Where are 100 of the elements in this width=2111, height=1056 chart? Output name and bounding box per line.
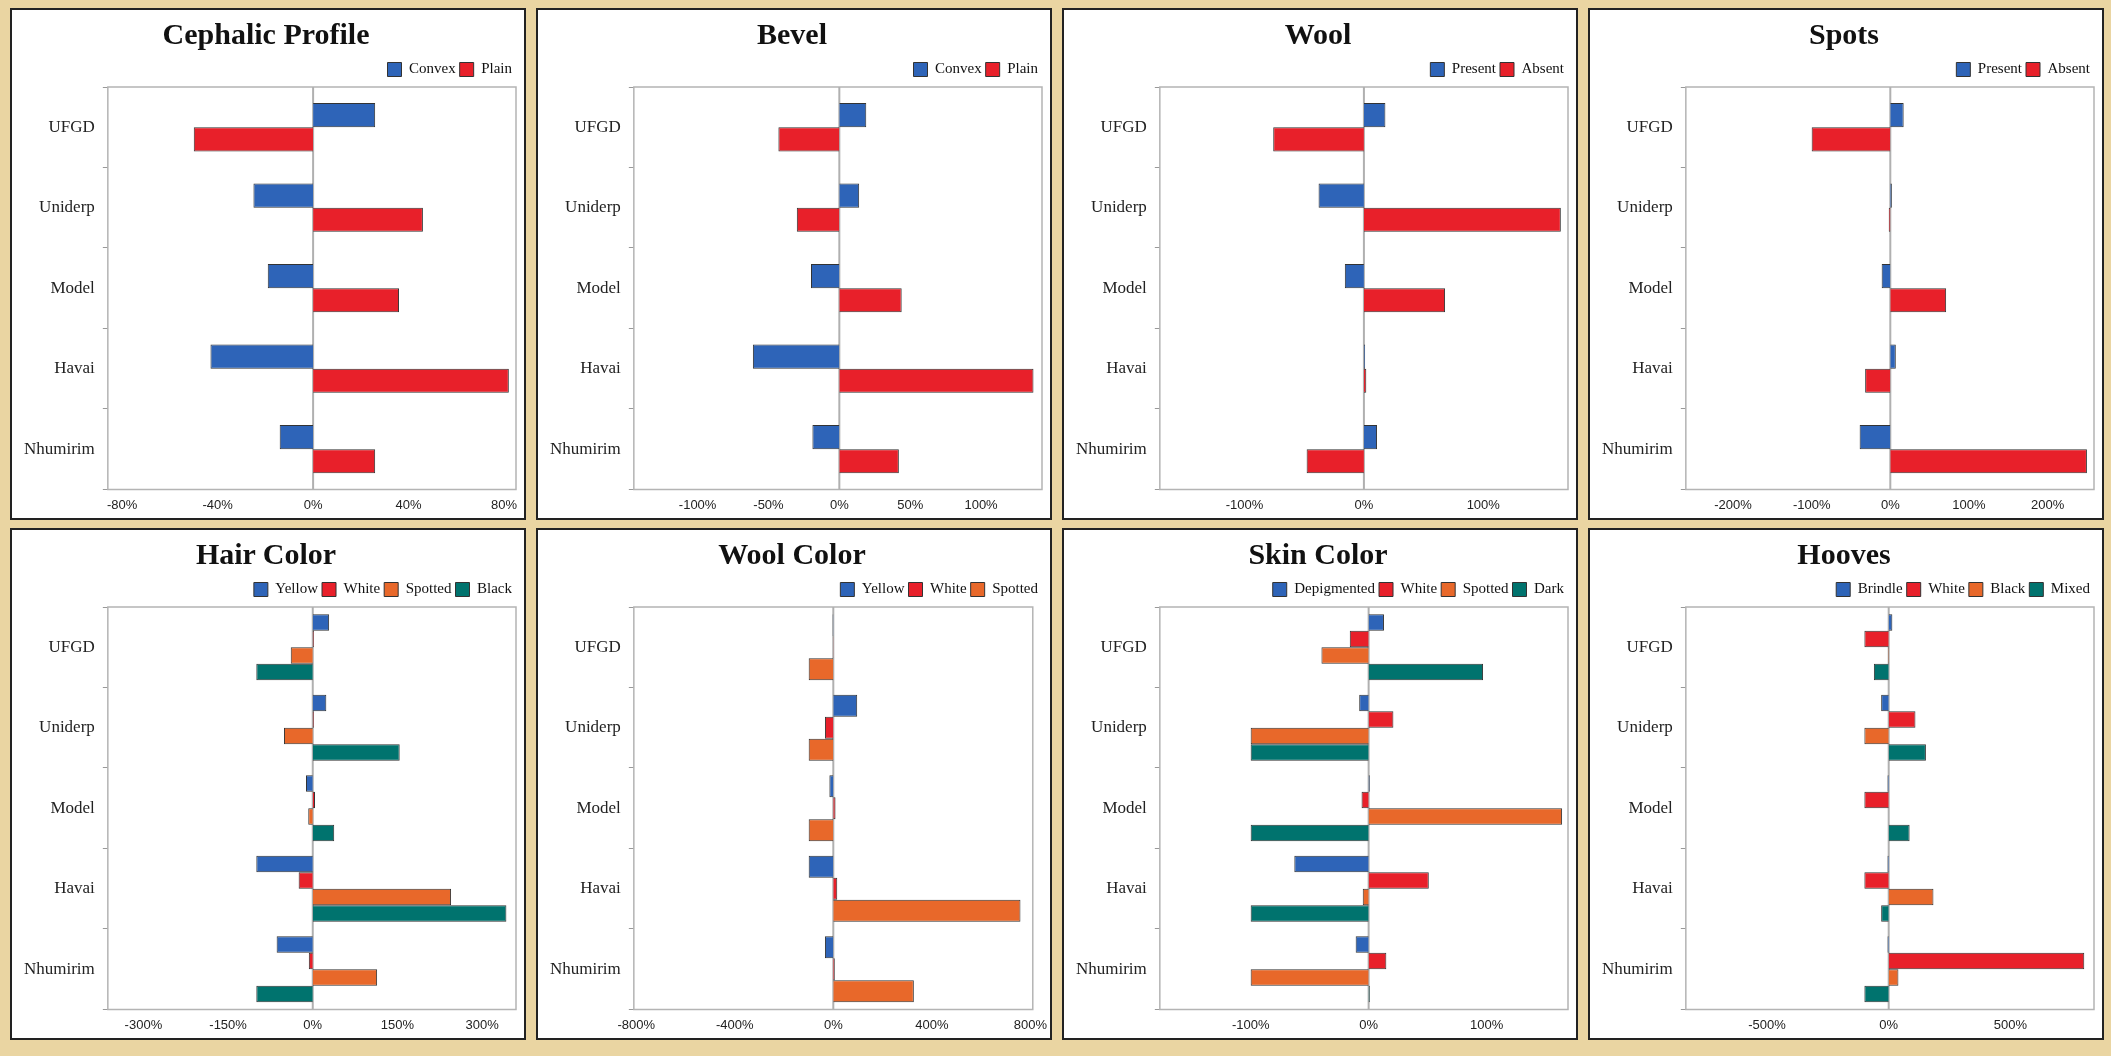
y-tick-label: Havai <box>580 358 622 378</box>
x-tick-label: -400% <box>716 1016 755 1032</box>
y-tick-label: Havai <box>1632 358 1674 378</box>
y-tick-label: Model <box>50 277 96 297</box>
x-tick-label: 0% <box>829 496 850 512</box>
x-tick-label: 0% <box>1354 496 1374 512</box>
legend-label: Absent <box>2047 60 2091 77</box>
legend-label: Spotted <box>405 580 453 597</box>
y-tick-label: UFGD <box>1626 636 1673 656</box>
legend-label: Absent <box>1521 60 1565 77</box>
x-tick-label: -150% <box>209 1016 248 1032</box>
x-tick-label: 0% <box>1880 496 1901 512</box>
chart-title: Hair Color <box>195 536 337 570</box>
x-tick-label: 200% <box>2030 496 2065 512</box>
x-tick-label: 100% <box>1952 496 1987 512</box>
x-tick-label: 300% <box>465 1016 500 1032</box>
y-tick-label: Havai <box>1106 878 1148 898</box>
y-tick-label: Uniderp <box>39 197 95 217</box>
legend-label: Present <box>1451 60 1497 77</box>
x-tick-label: 0% <box>303 496 323 512</box>
x-tick-label: 0% <box>1879 1016 1899 1032</box>
y-tick-label: Havai <box>1632 878 1674 898</box>
legend-label: Spotted <box>1462 580 1510 597</box>
chart-title: Skin Color <box>1248 536 1388 570</box>
y-tick-label: Havai <box>1106 358 1148 378</box>
legend-label: Plain <box>1007 60 1039 77</box>
legend-label: Convex <box>935 60 983 77</box>
y-tick-label: Nhumirim <box>1601 438 1673 458</box>
x-tick-label: -500% <box>1748 1016 1787 1032</box>
legend-label: White <box>1400 580 1438 597</box>
x-tick-label: -200% <box>1714 496 1753 512</box>
y-tick-label: Uniderp <box>1617 197 1673 217</box>
y-tick-label: UFGD <box>48 636 95 656</box>
x-tick-label: -300% <box>124 1016 163 1032</box>
y-tick-label: Havai <box>54 358 96 378</box>
x-tick-label: -50% <box>753 496 785 512</box>
y-tick-label: Uniderp <box>565 717 621 737</box>
chart-title: Wool Color <box>718 536 866 570</box>
y-tick-label: Uniderp <box>565 197 621 217</box>
x-tick-label: 100% <box>1466 496 1501 512</box>
legend-label: Dark <box>1534 580 1565 597</box>
x-tick-label: -800% <box>617 1016 656 1032</box>
y-tick-label: Nhumirim <box>1075 438 1147 458</box>
chart-title: Wool <box>1284 16 1352 50</box>
x-tick-label: -100% <box>1792 496 1831 512</box>
legend-label: Black <box>477 580 513 597</box>
y-tick-label: Havai <box>54 878 96 898</box>
y-tick-label: Uniderp <box>1617 717 1673 737</box>
legend-label: White <box>343 580 381 597</box>
chart-title: Bevel <box>757 16 827 50</box>
y-tick-label: Model <box>1628 797 1674 817</box>
legend-label: Mixed <box>2050 580 2091 597</box>
x-tick-label: 0% <box>823 1016 844 1032</box>
y-tick-label: Model <box>576 797 622 817</box>
x-tick-label: 100% <box>1469 1016 1504 1032</box>
y-tick-label: UFGD <box>48 116 95 136</box>
x-tick-label: 40% <box>395 496 423 512</box>
legend-label: Black <box>1990 580 2026 597</box>
legend-label: White <box>930 580 968 597</box>
y-tick-label: Model <box>1102 277 1148 297</box>
y-tick-label: Uniderp <box>1091 197 1147 217</box>
x-tick-label: -40% <box>202 496 234 512</box>
x-tick-label: 400% <box>915 1016 949 1032</box>
y-tick-label: Nhumirim <box>1601 958 1673 978</box>
y-tick-label: UFGD <box>574 636 621 656</box>
legend-label: Convex <box>409 60 457 77</box>
y-tick-label: UFGD <box>1100 636 1147 656</box>
y-tick-label: Uniderp <box>1091 717 1147 737</box>
y-tick-label: Nhumirim <box>549 958 621 978</box>
y-tick-label: Nhumirim <box>549 438 621 458</box>
y-tick-label: Model <box>1628 277 1674 297</box>
y-tick-label: Havai <box>580 878 622 898</box>
y-tick-label: Nhumirim <box>23 958 95 978</box>
chart-title: Hooves <box>1797 536 1891 570</box>
x-tick-label: 150% <box>380 1016 415 1032</box>
y-tick-label: UFGD <box>574 116 621 136</box>
y-tick-label: UFGD <box>1100 116 1147 136</box>
legend-label: White <box>1928 580 1966 597</box>
y-tick-label: UFGD <box>1626 116 1673 136</box>
x-tick-label: 500% <box>1993 1016 2028 1032</box>
x-tick-label: -80% <box>106 496 138 512</box>
x-tick-label: 0% <box>1359 1016 1379 1032</box>
y-tick-label: Model <box>576 277 622 297</box>
x-tick-label: -100% <box>678 496 717 512</box>
x-tick-label: 100% <box>964 496 999 512</box>
y-tick-label: Uniderp <box>39 717 95 737</box>
y-tick-label: Nhumirim <box>23 438 95 458</box>
y-tick-label: Model <box>1102 797 1148 817</box>
legend-label: Yellow <box>861 580 905 597</box>
chart-title: Cephalic Profile <box>162 16 370 50</box>
y-tick-label: Model <box>50 797 96 817</box>
x-tick-label: -100% <box>1225 496 1264 512</box>
x-tick-label: 800% <box>1013 1016 1048 1032</box>
x-tick-label: -100% <box>1231 1016 1270 1032</box>
legend-label: Plain <box>481 60 513 77</box>
legend-label: Brindle <box>1857 580 1904 597</box>
chart-title: Spots <box>1808 16 1880 50</box>
legend-label: Depigmented <box>1294 580 1376 597</box>
legend-label: Present <box>1977 60 2023 77</box>
x-tick-label: 80% <box>491 496 518 512</box>
